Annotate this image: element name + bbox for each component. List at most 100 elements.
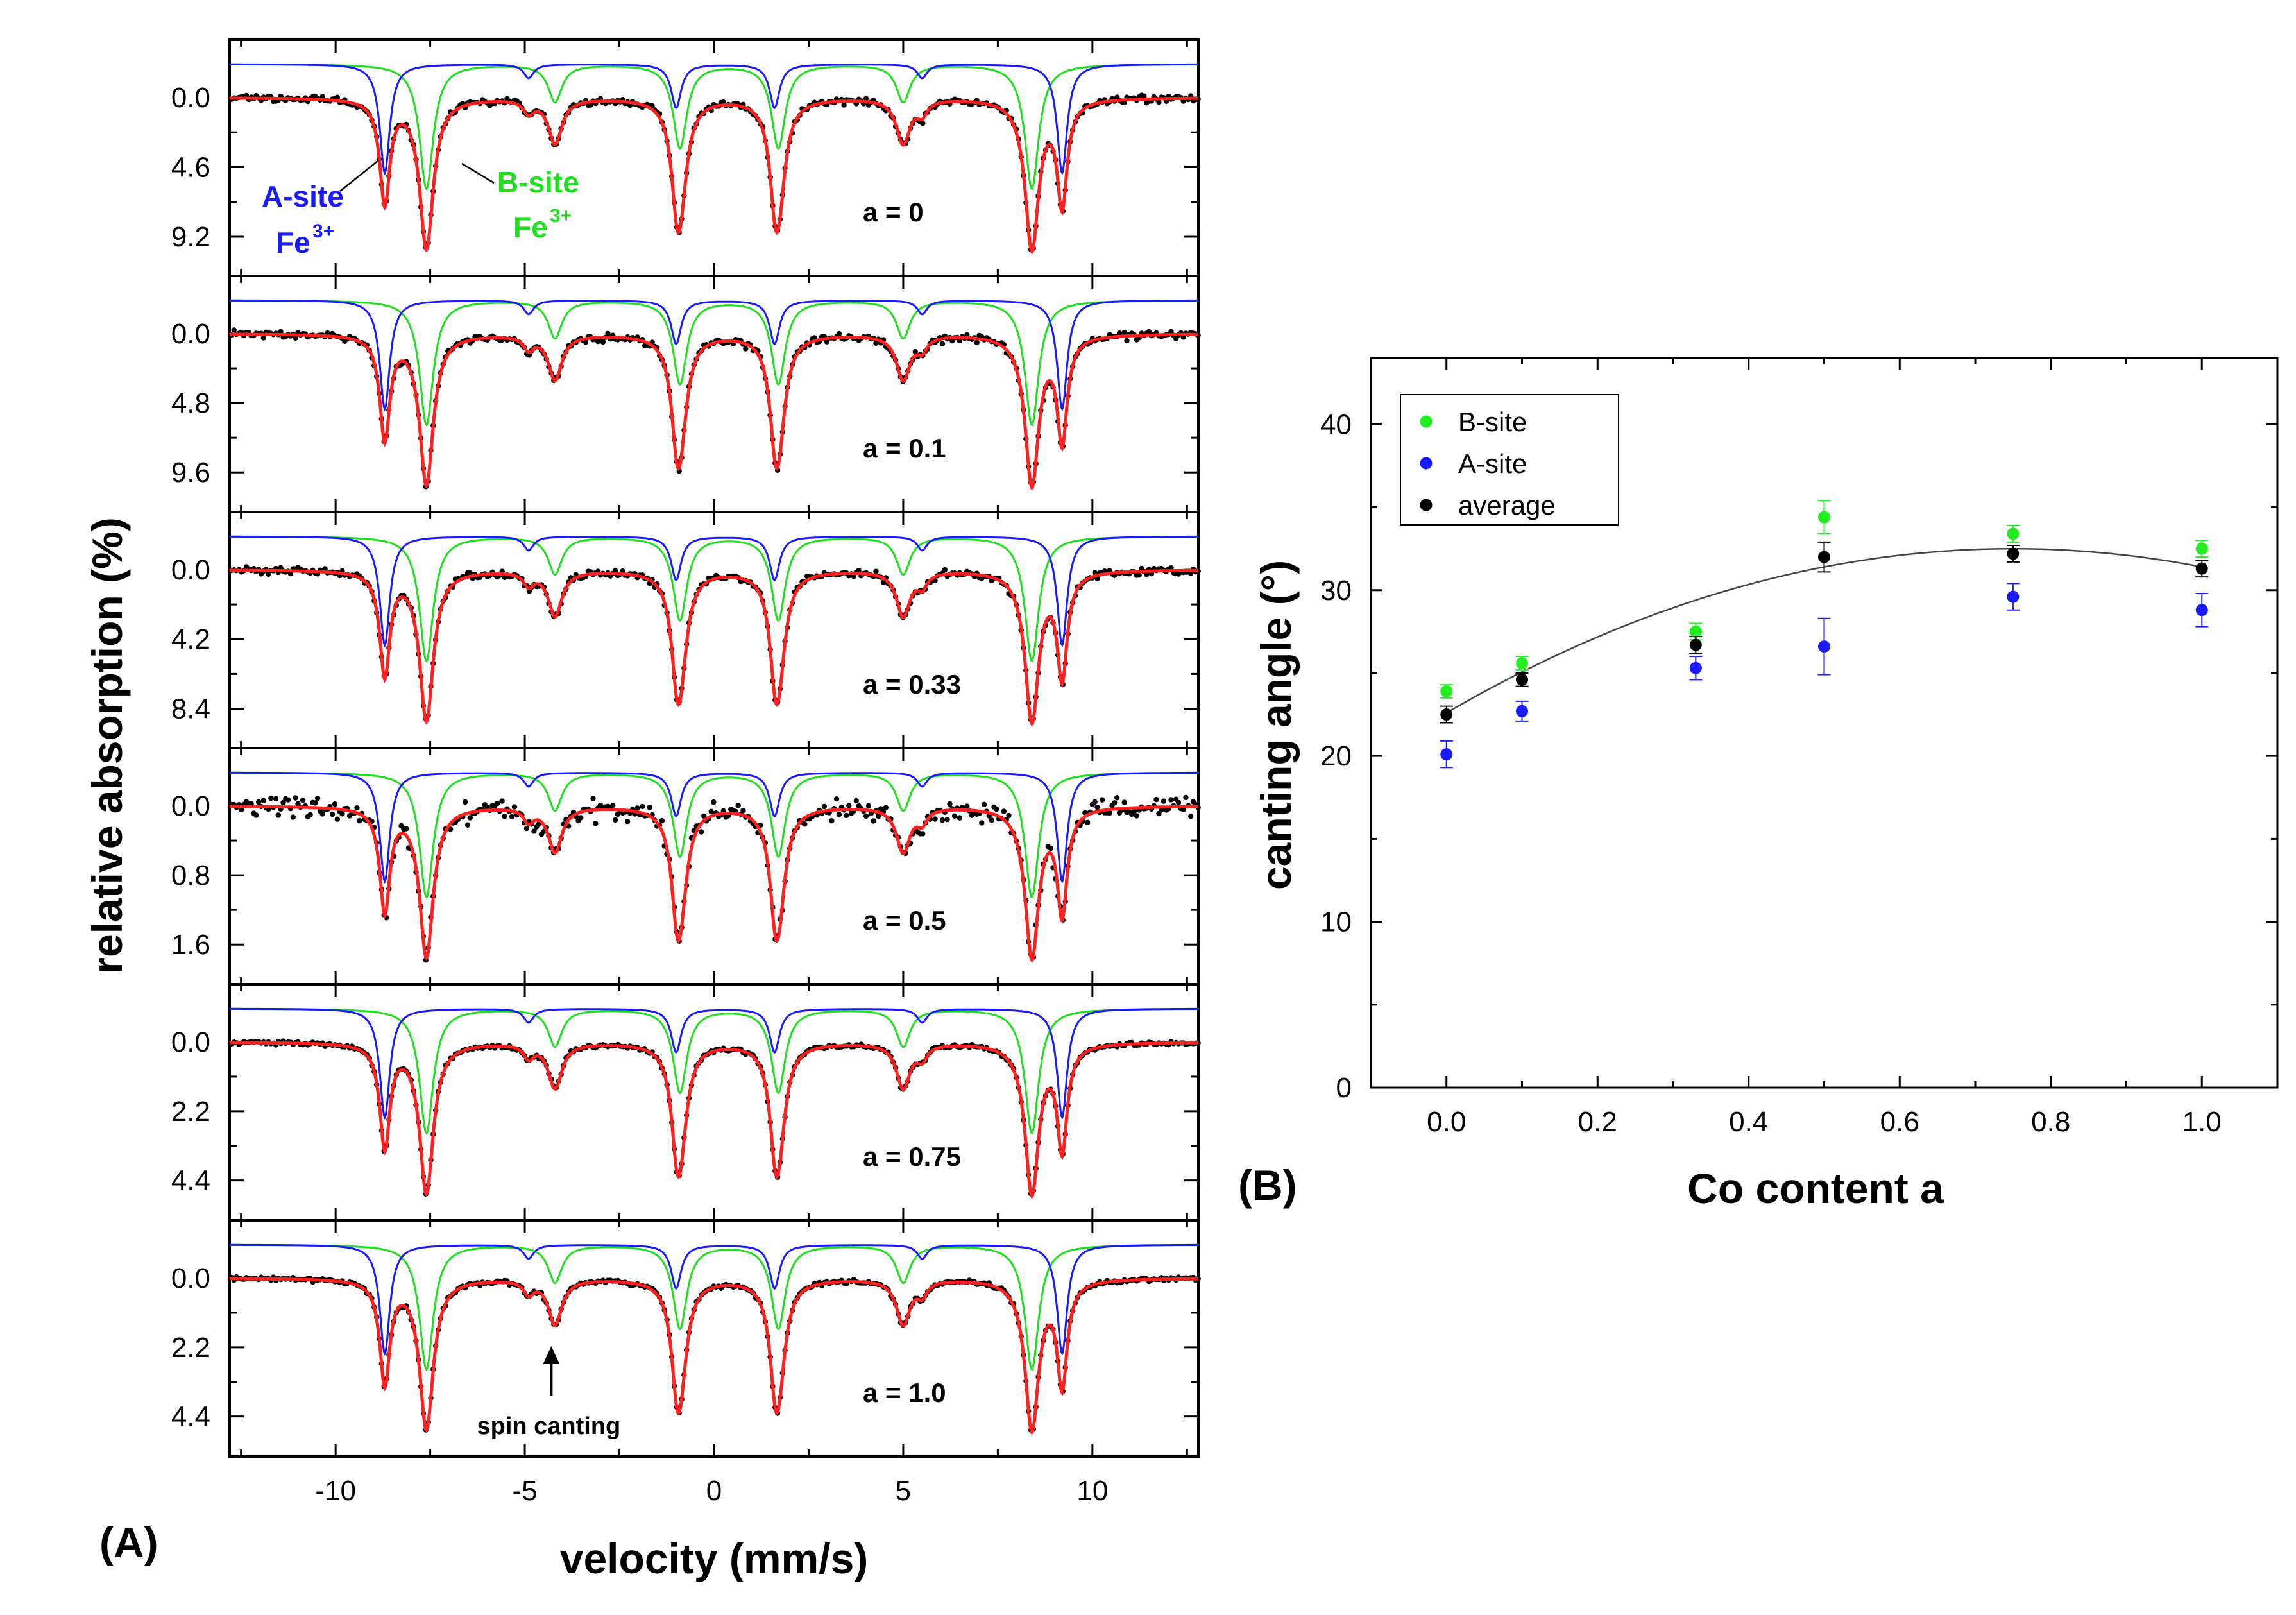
data-point — [467, 570, 473, 576]
x-tick-label: 0.0 — [1427, 1106, 1466, 1138]
data-point — [1114, 795, 1120, 801]
data-point — [974, 339, 980, 345]
x-tick-label: 0.8 — [2031, 1106, 2070, 1138]
data-point — [1516, 656, 1528, 669]
spectrum-panel: 0.0 4.8 9.6 a = 0.1 — [171, 275, 1201, 513]
a-site-component-curve — [230, 1007, 1198, 1120]
panel-a-label: (A) — [99, 1519, 158, 1566]
data-point — [711, 799, 717, 805]
data-point — [605, 330, 611, 336]
data-point — [2007, 590, 2020, 603]
data-point — [312, 800, 318, 806]
data-point — [1006, 812, 1012, 819]
data-point — [821, 803, 828, 810]
y-tick-label: 0.0 — [171, 790, 210, 822]
y-tick-label: 8.4 — [171, 693, 210, 724]
data-point — [2195, 562, 2208, 575]
data-point — [1818, 511, 1830, 524]
panel-a-x-axis-title: velocity (mm/s) — [560, 1535, 869, 1582]
series-average — [1440, 541, 2209, 724]
a-site-ion-label: Fe — [276, 226, 310, 259]
panel-b-y-axis-title: canting angle (°) — [1252, 560, 1300, 890]
y-tick-label: 40 — [1320, 409, 1352, 440]
data-point — [1136, 572, 1142, 578]
data-point — [1188, 814, 1194, 819]
data-point — [334, 94, 340, 100]
data-point — [1092, 799, 1098, 805]
series-a-site — [1440, 583, 2209, 769]
fit-curve — [230, 568, 1198, 727]
data-point — [531, 828, 537, 834]
data-point — [846, 803, 852, 808]
b-site-ion-label: Fe — [513, 210, 548, 244]
data-point — [280, 799, 286, 806]
data-point — [1156, 99, 1162, 105]
x-tick-label: 0.6 — [1880, 1106, 1919, 1138]
panel-b-canting-angle: 0 10 20 30 40 0.0 0.2 0.4 0.6 0.8 1.0 B-site A-site a… — [1320, 357, 2279, 1138]
data-point — [994, 806, 999, 812]
y-tick-label: 0.0 — [171, 82, 210, 114]
data-point — [1131, 808, 1137, 814]
y-tick-label: 20 — [1320, 740, 1352, 772]
data-point — [634, 805, 640, 811]
data-point — [600, 339, 606, 345]
data-point — [467, 815, 473, 821]
fit-curve — [230, 96, 1198, 255]
data-point — [1440, 685, 1453, 697]
data-point — [248, 801, 254, 807]
data-point — [255, 799, 262, 805]
b-site-component-curve — [230, 772, 1199, 899]
data-point — [1144, 571, 1150, 577]
data-point — [856, 567, 862, 574]
data-point — [502, 814, 507, 819]
legend-label: B-site — [1458, 407, 1527, 437]
y-tick-label: 9.6 — [171, 457, 210, 488]
data-point — [708, 808, 714, 815]
a-site-component-curve — [230, 535, 1198, 648]
spectrum-frame — [228, 983, 1200, 1222]
y-tick-label: 0.0 — [171, 554, 210, 586]
spectrum-label: a = 0.1 — [863, 433, 946, 463]
data-point — [647, 805, 652, 810]
legend-label: A-site — [1458, 449, 1527, 479]
data-point — [833, 796, 840, 802]
spectrum-frame — [228, 275, 1200, 513]
data-point — [578, 815, 584, 821]
legend-marker — [1420, 415, 1433, 428]
data-point — [1516, 673, 1528, 686]
data-point — [239, 807, 244, 813]
data-point — [588, 102, 593, 108]
spectrum-panel: 0.0 4.2 8.4 a = 0.33 — [171, 511, 1201, 749]
data-point — [523, 825, 530, 832]
data-point — [329, 811, 336, 817]
data-point — [1818, 551, 1830, 563]
legend: B-site A-site average — [1400, 394, 1619, 526]
data-point — [463, 799, 468, 805]
data-point — [2195, 542, 2208, 555]
legend-marker — [1420, 499, 1433, 511]
data-point — [1001, 808, 1007, 814]
data-point — [293, 335, 298, 341]
data-point — [942, 567, 948, 573]
data-point — [2007, 527, 2020, 540]
fit-curve — [230, 332, 1198, 491]
y-tick-label: 0.0 — [171, 1027, 210, 1058]
data-point — [640, 803, 645, 810]
spectrum-frame — [228, 1219, 1200, 1458]
data-point — [509, 814, 515, 820]
y-tick-label: 0.0 — [171, 318, 210, 350]
data-point — [865, 803, 872, 809]
y-tick-label: 4.4 — [171, 1165, 210, 1197]
data-point — [322, 566, 328, 572]
data-point — [932, 816, 938, 822]
data-point — [590, 796, 596, 801]
data-point — [260, 335, 266, 341]
b-site-component-curve — [230, 1244, 1199, 1371]
data-point — [300, 798, 306, 803]
legend-label: average — [1458, 490, 1556, 520]
spectrum-label: a = 1.0 — [863, 1378, 946, 1408]
data-point — [1124, 338, 1130, 344]
data-point — [1100, 797, 1105, 803]
data-point — [1141, 93, 1147, 99]
